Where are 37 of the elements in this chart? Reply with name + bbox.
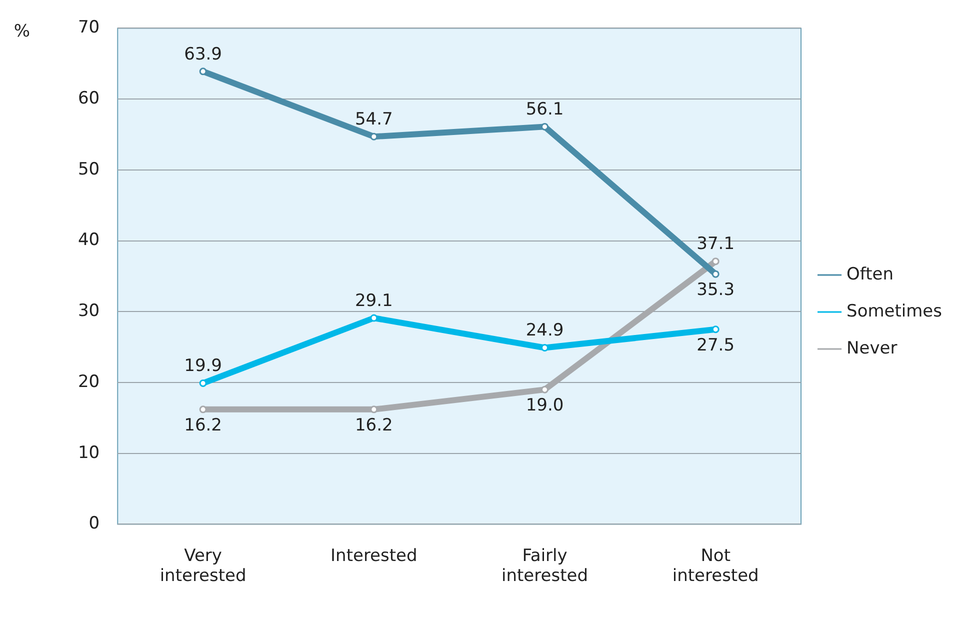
point — [541, 386, 548, 394]
data-label: 27.5 — [696, 335, 735, 356]
data-label: 24.9 — [526, 320, 564, 341]
y-tick-label: 70 — [78, 18, 100, 38]
point — [541, 122, 548, 130]
y-tick-label: 30 — [78, 301, 100, 322]
x-tick-label: Interested — [330, 546, 418, 566]
data-label: 19.0 — [526, 395, 564, 416]
data-label: 37.1 — [696, 234, 735, 254]
y-tick-label: 0 — [88, 514, 100, 534]
legend-label: Sometimes — [846, 301, 942, 322]
y-tick-label: 50 — [78, 159, 100, 180]
point — [541, 344, 548, 352]
point — [199, 379, 207, 387]
y-tick-label: 20 — [78, 372, 100, 392]
legend-label: Never — [846, 338, 898, 358]
y-axis-title: % — [14, 22, 30, 42]
y-tick-label: 10 — [78, 442, 100, 463]
data-label: 29.1 — [354, 290, 393, 311]
data-label: 19.9 — [184, 356, 222, 376]
data-label: 16.2 — [184, 415, 222, 436]
data-label: 35.3 — [696, 280, 735, 300]
legend-label: Often — [846, 264, 894, 284]
data-label: 54.7 — [354, 110, 393, 130]
point — [712, 258, 720, 266]
point — [370, 314, 378, 322]
data-label: 56.1 — [526, 100, 564, 120]
y-tick-label: 60 — [78, 88, 100, 108]
x-tick-label: Not interested — [672, 546, 759, 586]
data-label: 16.2 — [354, 415, 393, 436]
y-tick-label: 40 — [78, 230, 100, 250]
point — [199, 68, 207, 76]
point — [712, 270, 720, 278]
x-tick-label: Fairly interested — [502, 546, 588, 586]
x-tick-label: Very interested — [160, 546, 246, 586]
point — [712, 326, 720, 334]
data-label: 63.9 — [184, 44, 222, 64]
